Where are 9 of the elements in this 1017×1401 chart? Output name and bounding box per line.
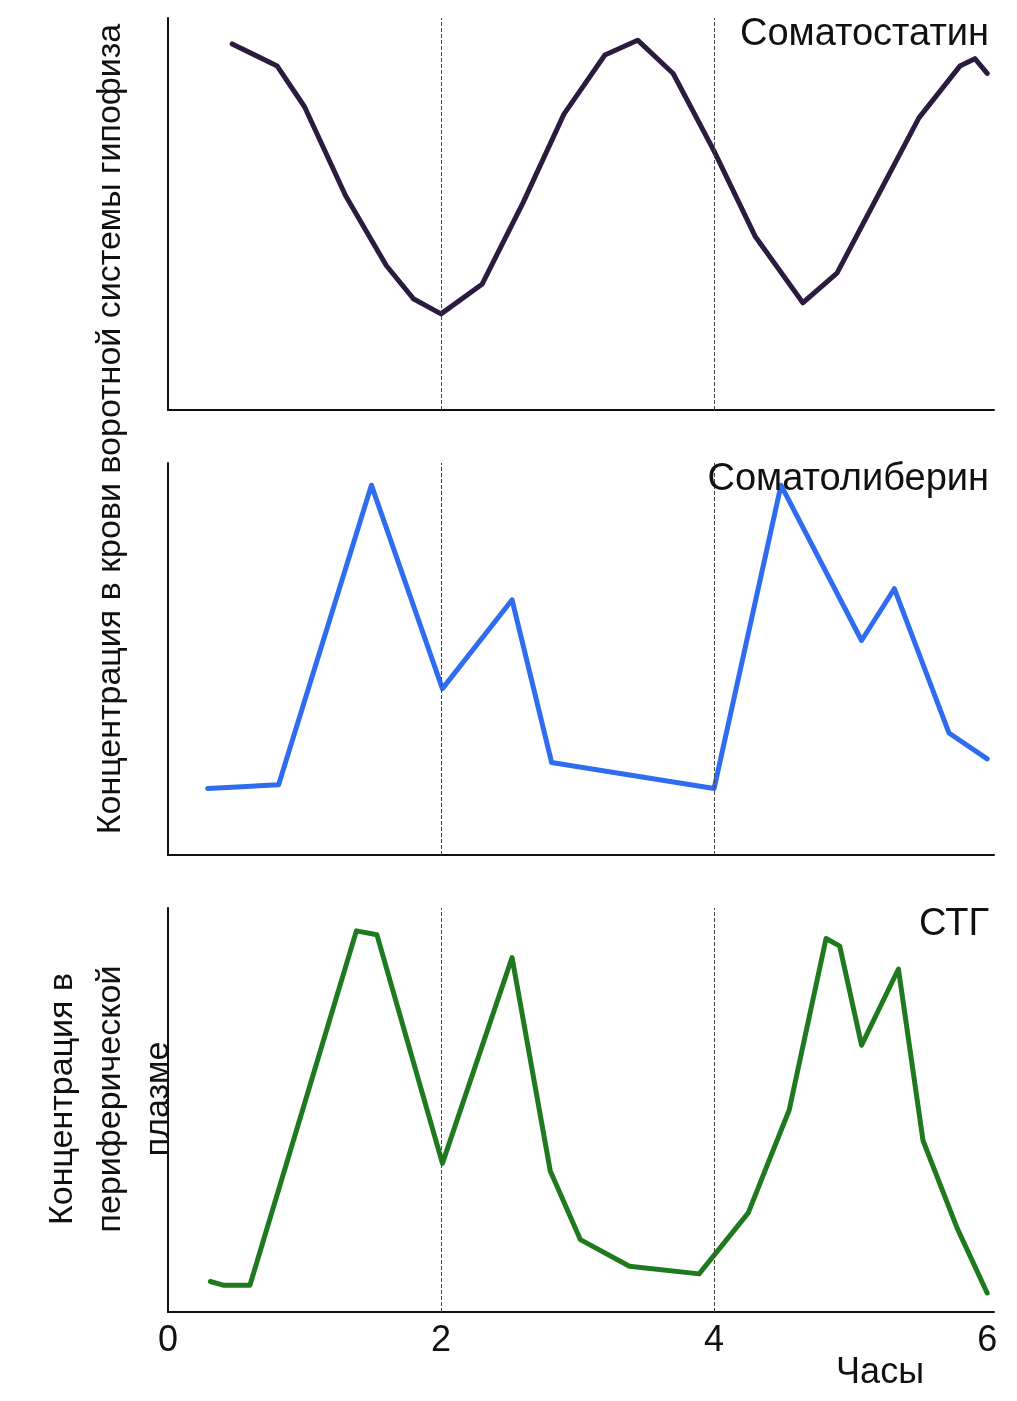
chart-title: СТГ — [919, 901, 990, 943]
y-axis-title: Концентрация в крови воротной системы гипофиза — [88, 22, 128, 837]
x-tick-label: 4 — [704, 1317, 725, 1359]
chart-title: Соматостатин — [740, 11, 990, 53]
x-axis-title: Часы — [836, 1349, 924, 1391]
x-tick-label: 0 — [157, 1317, 179, 1359]
chart-title: Соматолиберин — [707, 456, 990, 498]
x-tick-label: 6 — [977, 1317, 998, 1359]
x-tick-label: 2 — [431, 1317, 452, 1359]
